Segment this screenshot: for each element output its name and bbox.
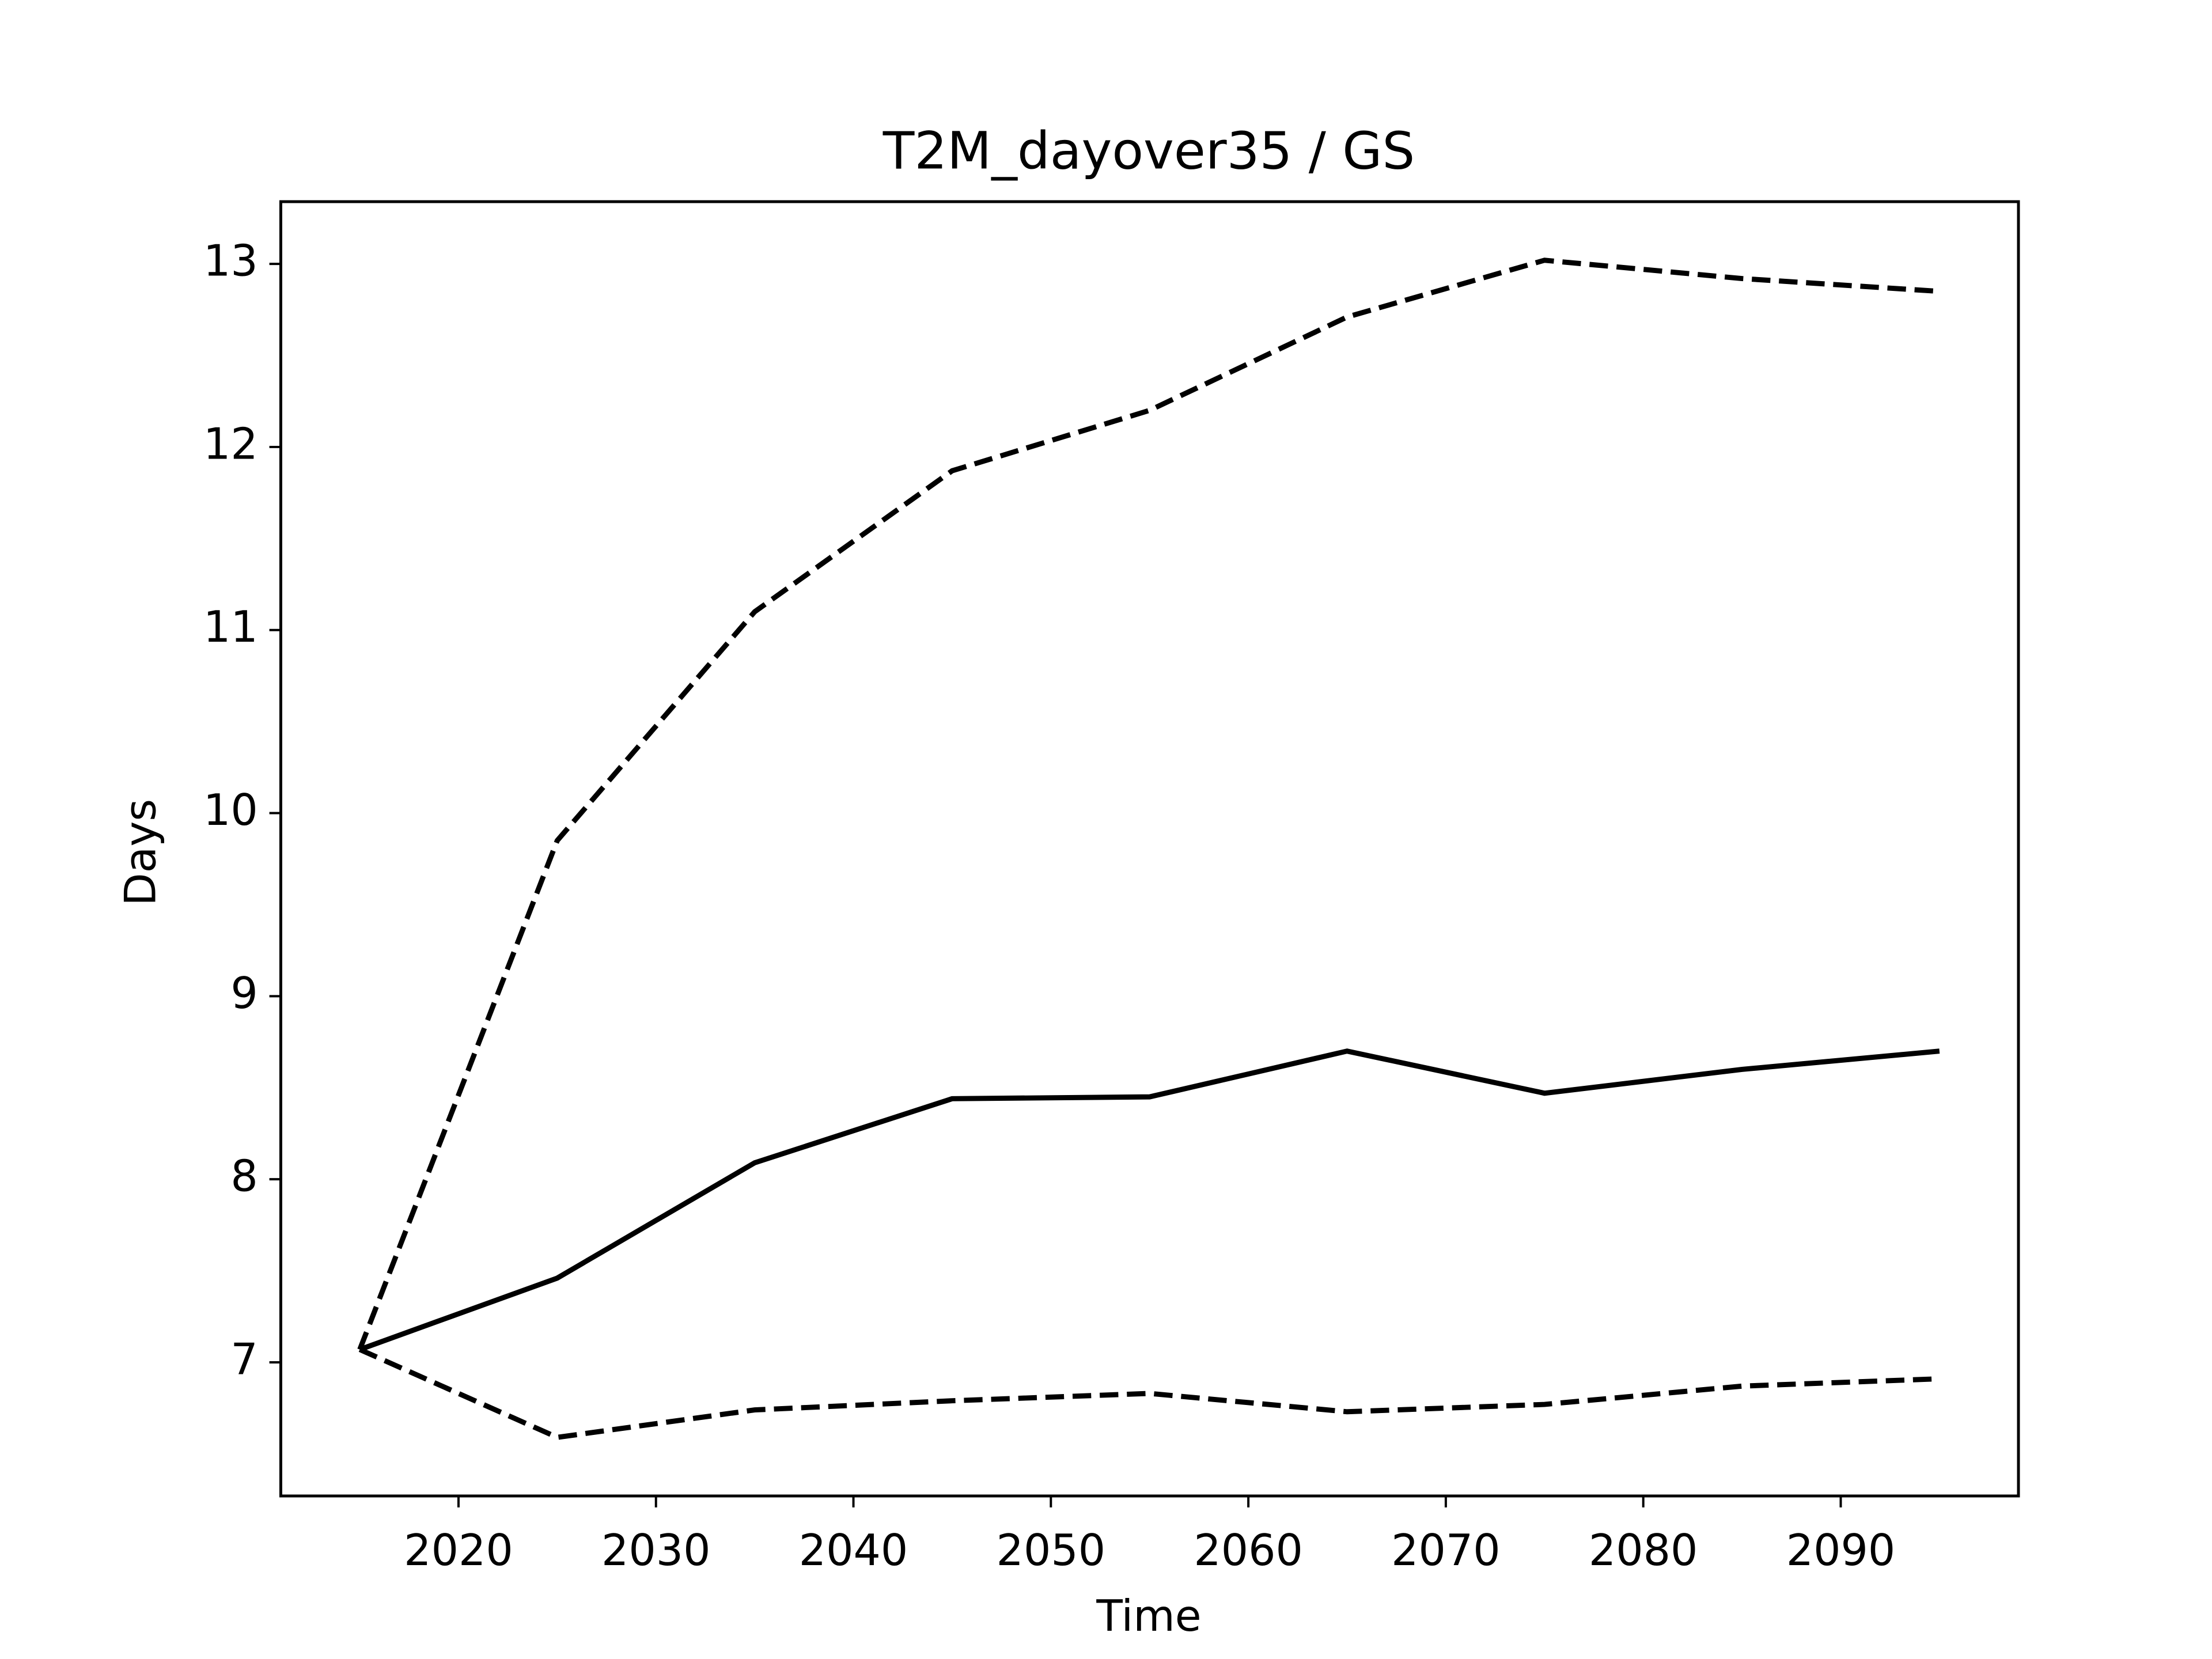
y-tick-label: 7 <box>230 1334 257 1384</box>
y-axis-label: Days <box>116 799 166 906</box>
x-tick-label: 2070 <box>1391 1525 1501 1575</box>
x-tick-label: 2040 <box>799 1525 908 1575</box>
y-tick-label: 9 <box>230 968 257 1018</box>
plot-frame <box>279 200 2020 1498</box>
y-tick-label: 10 <box>203 785 258 835</box>
x-tick-label: 2020 <box>404 1525 513 1575</box>
x-tick-label: 2050 <box>997 1525 1106 1575</box>
x-axis-label: Time <box>1096 1591 1201 1641</box>
x-tick-label: 2030 <box>601 1525 711 1575</box>
y-tick-label: 13 <box>203 236 258 286</box>
y-tick-label: 12 <box>203 419 258 469</box>
x-tick-label: 2090 <box>1786 1525 1896 1575</box>
x-tick-label: 2060 <box>1194 1525 1303 1575</box>
line-series <box>357 257 1940 1351</box>
y-tick-label: 11 <box>203 602 258 652</box>
x-tick-label: 2080 <box>1589 1525 1698 1575</box>
chart-title: T2M_dayover35 / GS <box>882 122 1415 181</box>
y-tick-label: 8 <box>230 1152 257 1202</box>
line-series <box>358 1347 1940 1440</box>
line-series <box>359 1048 1940 1352</box>
